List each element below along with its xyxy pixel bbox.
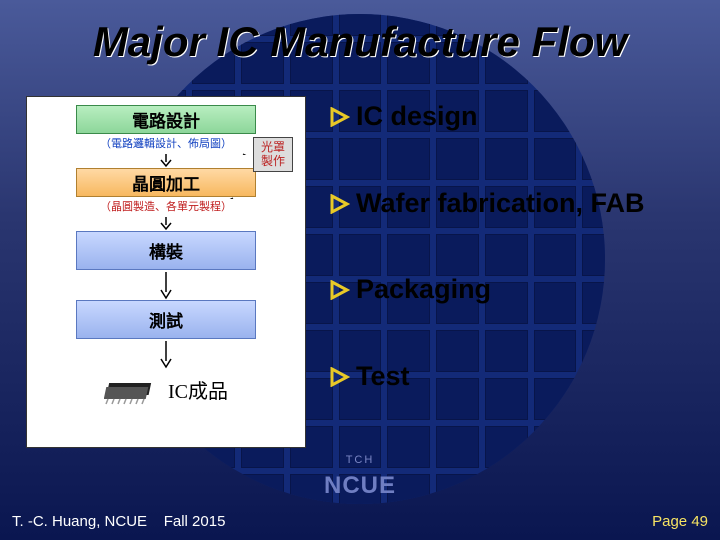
mask-arrow-icon — [225, 197, 253, 199]
flow-arrow-icon — [76, 154, 256, 168]
bullet-marker-icon — [330, 107, 350, 127]
bullet-marker-icon — [330, 367, 350, 387]
mask-arrow-icon — [225, 153, 253, 155]
bullet-item: Wafer fabrication, FAB — [330, 189, 710, 219]
mask-box: 光罩 製作 — [253, 137, 293, 172]
flow-arrow-icon — [76, 217, 256, 231]
bullet-item: IC design — [330, 102, 710, 132]
footer-author: T. -C. Huang, NCUE Fall 2015 — [12, 513, 225, 530]
flow-step-4: 測試 — [76, 300, 256, 339]
flow-arrow-icon — [76, 341, 256, 369]
footer-term: Fall 2015 — [164, 513, 226, 530]
flow-final-label: IC成品 — [168, 375, 228, 404]
bullet-marker-icon — [330, 280, 350, 300]
flow-step-2-sub: （晶圓製造、各單元製程） — [76, 197, 256, 215]
mask-box-label: 光罩 製作 — [261, 140, 285, 168]
footer-author-name: T. -C. Huang, NCUE — [12, 513, 147, 530]
bullet-list: IC design Wafer fabrication, FAB Packagi… — [330, 102, 710, 449]
flow-diagram: 電路設計 （電路邏輯設計、佈局圖） 晶圓加工 （晶圓製造、各單元製程） 構裝 測… — [26, 96, 306, 448]
flow-step-1-sub: （電路邏輯設計、佈局圖） — [76, 134, 256, 152]
watermark-small: TCH — [346, 454, 375, 466]
flow-final: IC成品 — [37, 375, 295, 404]
bullet-text: Packaging — [356, 275, 710, 305]
bullet-marker-icon — [330, 194, 350, 214]
page-title: Major IC Manufacture Flow — [93, 18, 627, 66]
flow-step-1-header: 電路設計 — [76, 105, 256, 134]
flow-step-3: 構裝 — [76, 231, 256, 270]
flow-step-3-header: 構裝 — [76, 231, 256, 270]
bullet-text: IC design — [356, 102, 710, 132]
bullet-text: Wafer fabrication, FAB — [356, 189, 710, 219]
chip-icon — [104, 379, 158, 401]
footer-page-label: Page — [652, 513, 687, 530]
flow-step-2: 晶圓加工 （晶圓製造、各單元製程） — [76, 168, 256, 215]
watermark-large: NCUE — [324, 472, 396, 500]
bullet-item: Test — [330, 362, 710, 392]
flow-step-2-header: 晶圓加工 — [76, 168, 256, 197]
footer-page-num: 49 — [691, 513, 708, 530]
bullet-text: Test — [356, 362, 710, 392]
flow-step-4-header: 測試 — [76, 300, 256, 339]
flow-arrow-icon — [76, 272, 256, 300]
footer-page: Page 49 — [652, 513, 708, 530]
flow-step-1: 電路設計 （電路邏輯設計、佈局圖） — [76, 105, 256, 152]
bullet-item: Packaging — [330, 275, 710, 305]
